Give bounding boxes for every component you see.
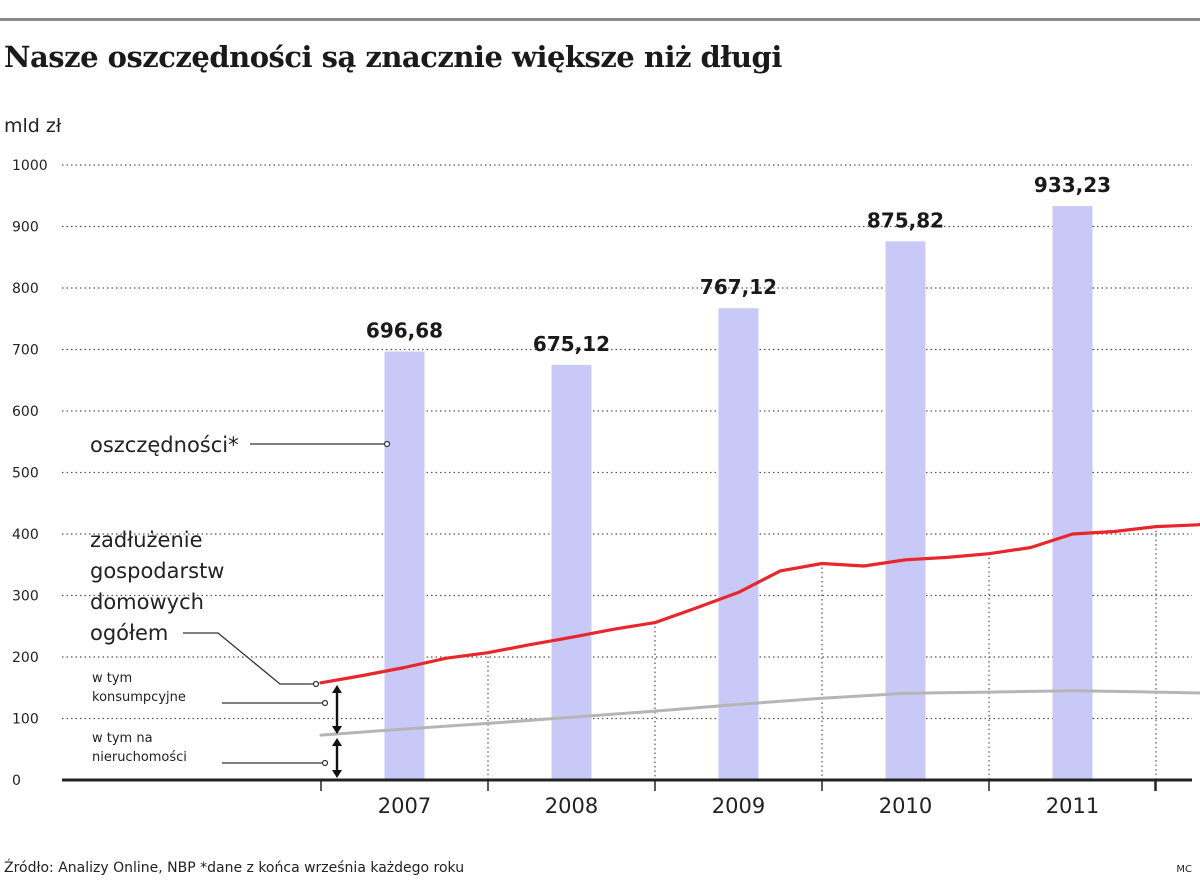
top-rule [0,18,1200,21]
annotation-consumer-dot [321,699,329,707]
annotation-mortgage-dot [321,759,329,767]
y-tick-label-800: 800 [12,281,39,297]
annotation-consumer-label-line-2: konsumpcyjne [92,690,186,705]
x-tick-label-2009: 2009 [712,794,765,818]
bar-2008 [551,364,592,780]
line-layer [319,522,1200,737]
annotation-layer: oszczędności* zadłużenie gospodarstw domowy… [90,433,391,778]
annotation-consumer-range-arrow-head-bottom [332,726,342,734]
y-tick-label-1000: 1000 [12,158,48,174]
y-tick-label-100: 100 [12,712,39,728]
bar-value-label-2007: 696,68 [366,319,443,343]
chart-title: Nasze oszczędności są znacznie większe n… [4,40,782,74]
annotation-consumer-label-line-1: w tym [92,671,132,686]
annotation-mortgage-range-arrow-head-top [332,738,342,746]
axis-layer [62,778,1192,791]
y-tick-label-300: 300 [12,589,39,605]
annotation-debt-label-line-3: domowych [90,590,204,614]
bar-2010 [885,241,926,780]
x-tick-label-2011: 2011 [1046,794,1099,818]
y-tick-label-900: 900 [12,220,39,236]
series-line-debt-consumer [319,689,1200,737]
annotation-debt-label-line-1: zadłużenie [90,528,203,552]
annotation-savings-dot [383,440,391,448]
y-tick-label-600: 600 [12,404,39,420]
annotation-debt-dot [312,680,320,688]
label-layer: 0 100 200 300 400 500 600 700 800 900 1000 696,68 20… [12,158,1111,818]
bar-value-label-2008: 675,12 [533,332,610,356]
x-tick-label-2008: 2008 [545,794,598,818]
author-credit: MC [1176,864,1192,875]
annotation-debt-label-line-4: ogółem [90,621,168,645]
source-note: Źródło: Analizy Online, NBP *dane z końc… [4,860,465,876]
x-tick-label-2010: 2010 [879,794,932,818]
y-tick-label-200: 200 [12,650,39,666]
annotation-savings-label: oszczędności* [90,433,239,457]
y-tick-label-400: 400 [12,527,39,543]
bar-layer [384,206,1093,781]
bar-2007 [384,351,425,780]
bar-2009 [718,308,759,780]
bar-2011 [1052,206,1093,781]
series-line-debt-total [319,522,1200,685]
annotation-debt-label-line-2: gospodarstw [90,559,224,583]
annotation-debt-leader [183,632,314,685]
bar-value-label-2011: 933,23 [1034,173,1111,197]
annotation-mortgage-label-line-1: w tym na [92,731,153,746]
annotation-consumer-range-arrow-head-top [332,685,342,693]
x-tick-label-2007: 2007 [378,794,431,818]
y-tick-label-500: 500 [12,466,39,482]
annotation-mortgage-range-arrow-head-bottom [332,770,342,778]
annotation-mortgage-label-line-2: nieruchomości [92,750,187,765]
y-tick-label-700: 700 [12,343,39,359]
bar-value-label-2009: 767,12 [700,275,777,299]
y-tick-label-0: 0 [12,773,21,789]
bar-value-label-2010: 875,82 [867,208,944,232]
grid-layer [62,164,1192,780]
y-axis-unit-label: mld zł [4,115,62,137]
